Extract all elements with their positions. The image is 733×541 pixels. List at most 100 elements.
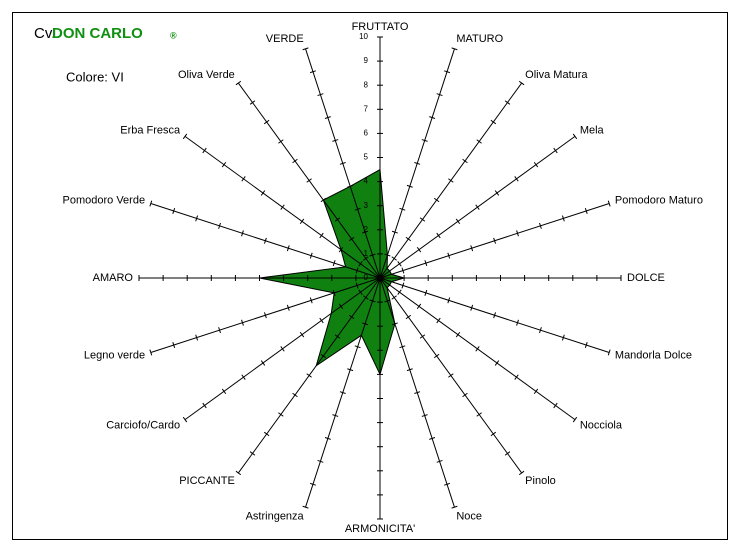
tick-mark	[319, 317, 324, 324]
tick-mark	[462, 158, 468, 164]
tick-mark	[334, 217, 341, 222]
tick-mark	[302, 47, 309, 51]
axis-label: MATURO	[456, 33, 503, 45]
tick-mark	[299, 218, 305, 225]
tick-mark	[447, 252, 451, 259]
axis-label: Pomodoro Verde	[63, 194, 146, 206]
tick-mark	[448, 373, 454, 378]
tick-mark	[354, 207, 361, 211]
r-tick-label: 7	[364, 104, 369, 113]
tick-mark	[249, 451, 256, 456]
tick-mark	[195, 334, 199, 341]
axis-label: VERDE	[266, 33, 304, 45]
tick-mark	[195, 215, 199, 222]
tick-mark	[384, 253, 391, 257]
tick-mark	[221, 388, 227, 395]
tick-mark	[358, 261, 363, 267]
tick-mark	[401, 267, 405, 274]
axis-label: Noce	[456, 511, 482, 523]
tick-mark	[369, 253, 376, 257]
axis-label: FRUTTATO	[352, 21, 409, 33]
tick-mark	[476, 139, 482, 144]
tick-mark	[292, 392, 298, 398]
r-tick-label: 5	[364, 153, 369, 162]
tick-mark	[355, 267, 359, 274]
axis-label: DOLCE	[627, 272, 665, 284]
tick-mark	[241, 176, 246, 182]
tick-mark	[278, 139, 284, 144]
tick-mark	[475, 346, 480, 352]
tick-mark	[429, 116, 436, 119]
tick-mark	[354, 345, 361, 349]
tick-mark	[260, 190, 266, 196]
tick-mark	[493, 312, 497, 319]
tick-mark	[514, 176, 519, 182]
tick-mark	[241, 319, 244, 326]
tick-mark	[309, 70, 316, 74]
tick-mark	[572, 133, 578, 140]
tick-mark	[332, 414, 339, 417]
subtitle: Colore: VI	[66, 69, 124, 84]
tick-mark	[320, 353, 327, 359]
tick-mark	[339, 161, 346, 165]
tick-mark	[401, 282, 405, 289]
tick-mark	[406, 184, 413, 188]
tick-mark	[494, 360, 500, 366]
axis-label: ARMONICITA'	[345, 523, 415, 535]
tick-mark	[444, 482, 451, 486]
tick-mark	[399, 207, 406, 211]
tick-mark	[302, 505, 309, 509]
tick-mark	[421, 139, 428, 142]
tick-mark	[391, 230, 398, 234]
tick-mark	[362, 322, 369, 326]
tick-mark	[533, 161, 539, 168]
r-tick-label: 3	[364, 201, 369, 210]
tick-mark	[338, 246, 344, 253]
axis-label: Oliva Matura	[525, 69, 588, 81]
tick-mark	[584, 207, 588, 214]
tick-mark	[490, 119, 497, 125]
tick-mark	[338, 303, 344, 310]
tick-mark	[324, 116, 331, 119]
tick-mark	[369, 299, 376, 303]
tick-mark	[444, 70, 451, 74]
tick-mark	[416, 246, 422, 253]
tick-mark	[332, 260, 336, 267]
tick-mark	[182, 416, 188, 423]
r-tick-label: 9	[364, 56, 369, 65]
tick-mark	[286, 245, 290, 252]
axis-label: PICCANTE	[179, 475, 235, 487]
tick-mark	[286, 304, 290, 311]
tick-mark	[397, 261, 402, 267]
tick-mark	[260, 360, 266, 366]
r-tick-label: 1	[364, 249, 369, 258]
axis-label: Nocciola	[580, 419, 623, 431]
axis-label: Erba Fresca	[120, 124, 181, 136]
tick-mark	[455, 218, 461, 225]
tick-mark	[363, 256, 369, 261]
tick-mark	[172, 342, 176, 349]
tick-mark	[494, 190, 500, 196]
tick-mark	[553, 402, 558, 409]
axis-label: Carciofo/Cardo	[106, 419, 180, 431]
tick-mark	[263, 237, 267, 244]
tick-mark	[172, 207, 176, 214]
tick-mark	[221, 161, 227, 168]
tick-mark	[561, 215, 565, 222]
tick-mark	[553, 147, 558, 154]
tick-mark	[391, 295, 397, 300]
r-tick-label: 6	[364, 129, 369, 138]
tick-mark	[218, 327, 221, 334]
tick-mark	[421, 414, 428, 417]
tick-mark	[362, 230, 369, 234]
tick-mark	[470, 304, 474, 311]
tick-mark	[348, 236, 355, 242]
tick-mark	[182, 133, 188, 140]
tick-mark	[347, 368, 354, 372]
tick-mark	[235, 80, 242, 86]
tick-mark	[309, 482, 316, 486]
tick-mark	[414, 391, 421, 395]
tick-mark	[347, 184, 354, 188]
tick-mark	[539, 222, 542, 229]
tick-mark	[504, 451, 511, 456]
